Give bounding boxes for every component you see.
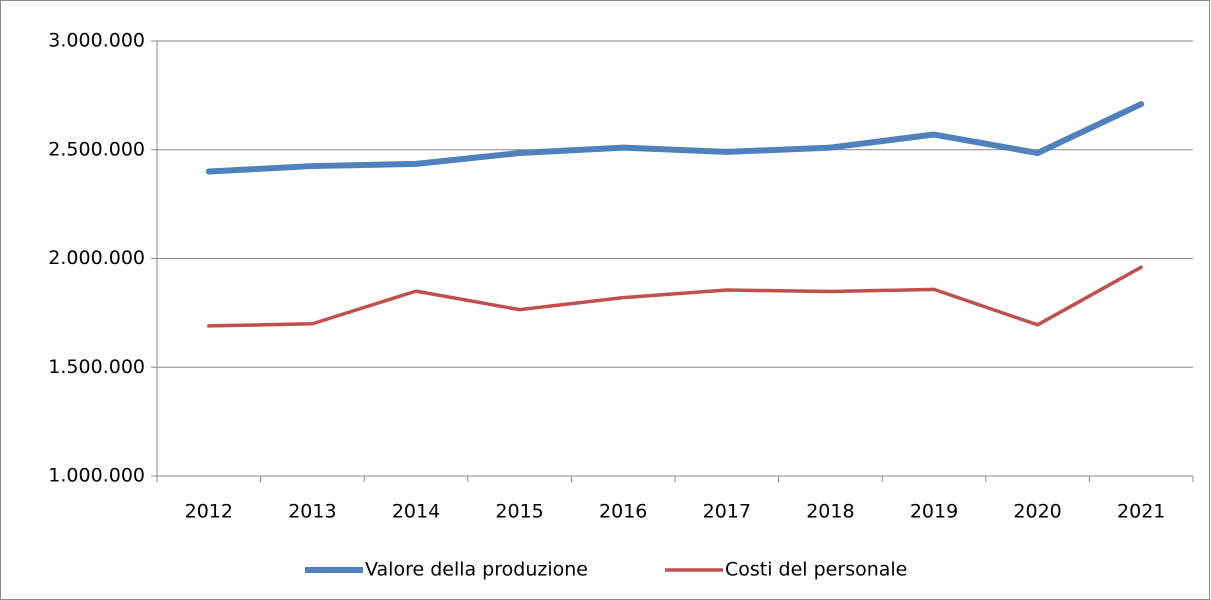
x-tick-label: 2012 <box>185 501 233 523</box>
y-tick-label: 1.500.000 <box>48 356 145 378</box>
x-tick-label: 2017 <box>703 501 751 523</box>
legend-label: Valore della produzione <box>365 559 588 581</box>
y-tick-label: 2.500.000 <box>48 138 145 160</box>
x-tick-label: 2020 <box>1013 501 1061 523</box>
x-tick-label: 2018 <box>806 501 854 523</box>
x-tick-label: 2014 <box>392 501 440 523</box>
series-line <box>207 265 1143 328</box>
y-tick-label: 2.000.000 <box>48 247 145 269</box>
x-tick-label: 2016 <box>599 501 647 523</box>
y-tick-label: 1.000.000 <box>48 465 145 487</box>
y-tick-label: 3.000.000 <box>48 30 145 52</box>
series-line <box>205 101 1145 175</box>
x-tick-label: 2021 <box>1117 501 1165 523</box>
x-tick-label: 2019 <box>910 501 958 523</box>
legend-label: Costi del personale <box>725 559 907 581</box>
x-tick-label: 2015 <box>495 501 543 523</box>
x-tick-label: 2013 <box>288 501 336 523</box>
